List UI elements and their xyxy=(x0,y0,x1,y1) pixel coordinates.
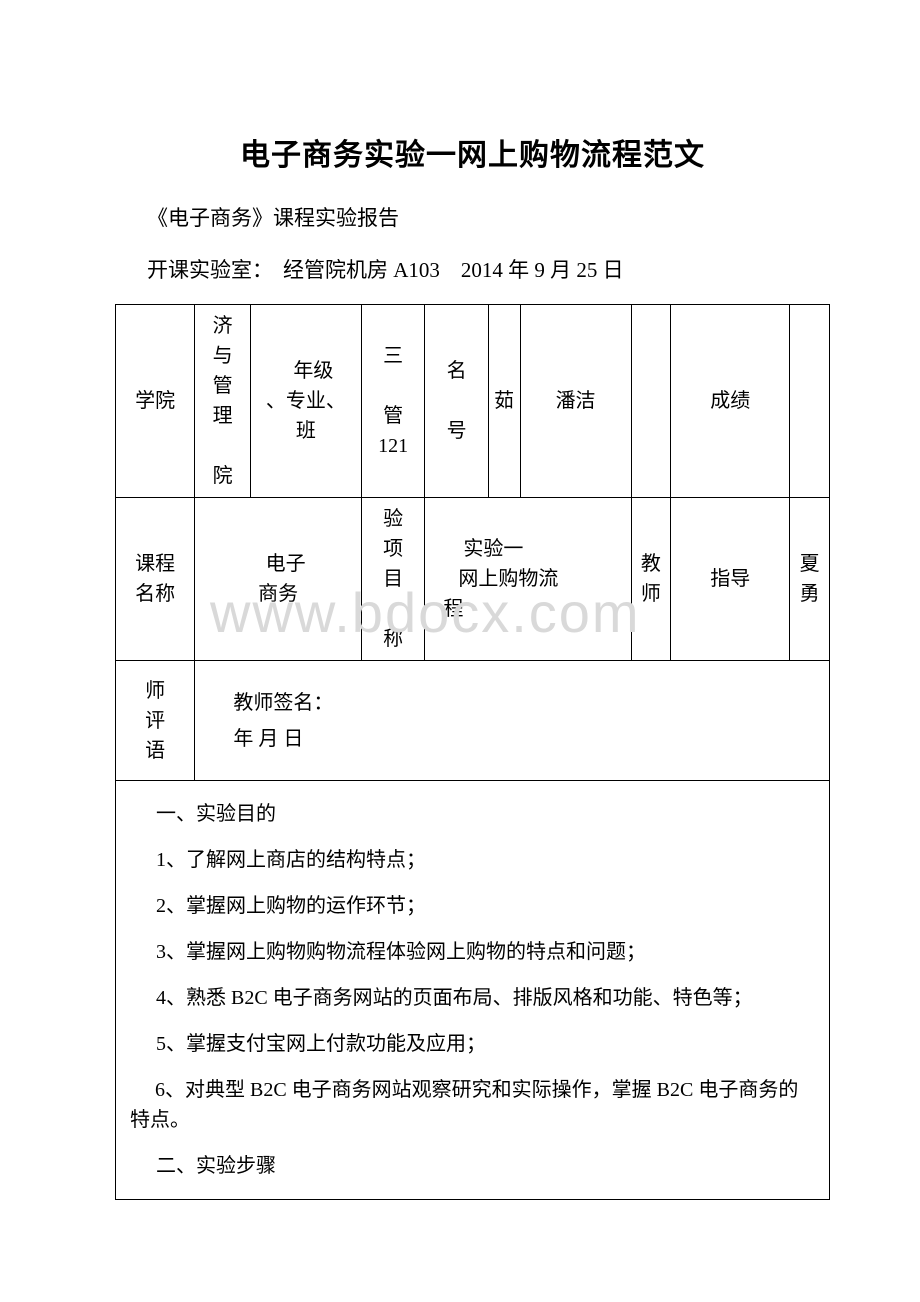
exp-line2: 网上购物流 xyxy=(458,568,558,590)
cell-course-value: 电子商务 xyxy=(195,498,362,661)
cell-exp-label: 验项目称 xyxy=(361,498,424,661)
lab-info-line: 开课实验室： 经管院机房 A103 2014 年 9 月 25 日 xyxy=(147,254,830,284)
course-subtitle: 《电子商务》课程实验报告 xyxy=(147,202,830,232)
cell-teacher-label1: 教师 xyxy=(631,498,671,661)
document-title: 电子商务实验一网上购物流程范文 xyxy=(115,130,830,174)
cell-college-label: 学院 xyxy=(116,305,195,498)
cell-grade-value: 三管121 xyxy=(361,305,424,498)
table-row: 师评语 教师签名： 年 月 日 xyxy=(116,661,830,781)
cell-name-value1: 茹 xyxy=(488,305,520,498)
cell-grade-value2 xyxy=(790,305,830,498)
body-p6-text: 6、对典型 B2C 电子商务网站观察研究和实际操作，掌握 B2C 电子商务的特点… xyxy=(130,1079,798,1131)
lab-info-date: 2014 年 9 月 25 日 xyxy=(461,258,624,282)
cell-exp-value: 实验一 网上购物流 程 xyxy=(425,498,631,661)
cell-college-value: 济与管理院 xyxy=(195,305,251,498)
signature-date: 年 月 日 xyxy=(233,724,825,754)
cell-course-label: 课程名称 xyxy=(116,498,195,661)
cell-comment-label: 师评语 xyxy=(116,661,195,781)
report-table: 学院 济与管理院 年级、专业、班 三管121 名号 茹 潘洁 成绩 课程名称 电… xyxy=(115,304,830,1200)
body-paragraph: 2、掌握网上购物的运作环节； xyxy=(156,891,815,921)
cell-teacher-label2: 指导 xyxy=(671,498,790,661)
section-heading-2: 二、实验步骤 xyxy=(156,1151,815,1181)
lab-info-room: 经管院机房 A103 xyxy=(283,258,440,282)
cell-grade-label2: 成绩 xyxy=(671,305,790,498)
body-paragraph: 1、了解网上商店的结构特点； xyxy=(156,845,815,875)
body-paragraph: 5、掌握支付宝网上付款功能及应用； xyxy=(156,1029,815,1059)
cell-signature: 教师签名： 年 月 日 xyxy=(195,661,830,781)
cell-spacer xyxy=(631,305,671,498)
body-paragraph: 3、掌握网上购物购物流程体验网上购物的特点和问题； xyxy=(156,937,815,967)
cell-name-label: 名号 xyxy=(425,305,488,498)
cell-grade-label: 年级、专业、班 xyxy=(250,305,361,498)
cell-teacher-value: 夏勇 xyxy=(790,498,830,661)
table-row: 一、实验目的 1、了解网上商店的结构特点； 2、掌握网上购物的运作环节； 3、掌… xyxy=(116,781,830,1200)
teacher-signature-label: 教师签名： xyxy=(233,688,825,718)
body-paragraph: 6、对典型 B2C 电子商务网站观察研究和实际操作，掌握 B2C 电子商务的特点… xyxy=(130,1075,805,1135)
lab-info-prefix: 开课实验室： xyxy=(147,258,273,282)
exp-line3: 程 xyxy=(443,598,463,620)
exp-line1: 实验一 xyxy=(463,538,523,560)
body-paragraph: 4、熟悉 B2C 电子商务网站的页面布局、排版风格和功能、特色等； xyxy=(156,983,815,1013)
table-row: 学院 济与管理院 年级、专业、班 三管121 名号 茹 潘洁 成绩 xyxy=(116,305,830,498)
section-heading-1: 一、实验目的 xyxy=(156,799,815,829)
cell-body: 一、实验目的 1、了解网上商店的结构特点； 2、掌握网上购物的运作环节； 3、掌… xyxy=(116,781,830,1200)
table-row: 课程名称 电子商务 验项目称 实验一 网上购物流 程 教师 指导 夏勇 xyxy=(116,498,830,661)
cell-name-value2: 潘洁 xyxy=(520,305,631,498)
